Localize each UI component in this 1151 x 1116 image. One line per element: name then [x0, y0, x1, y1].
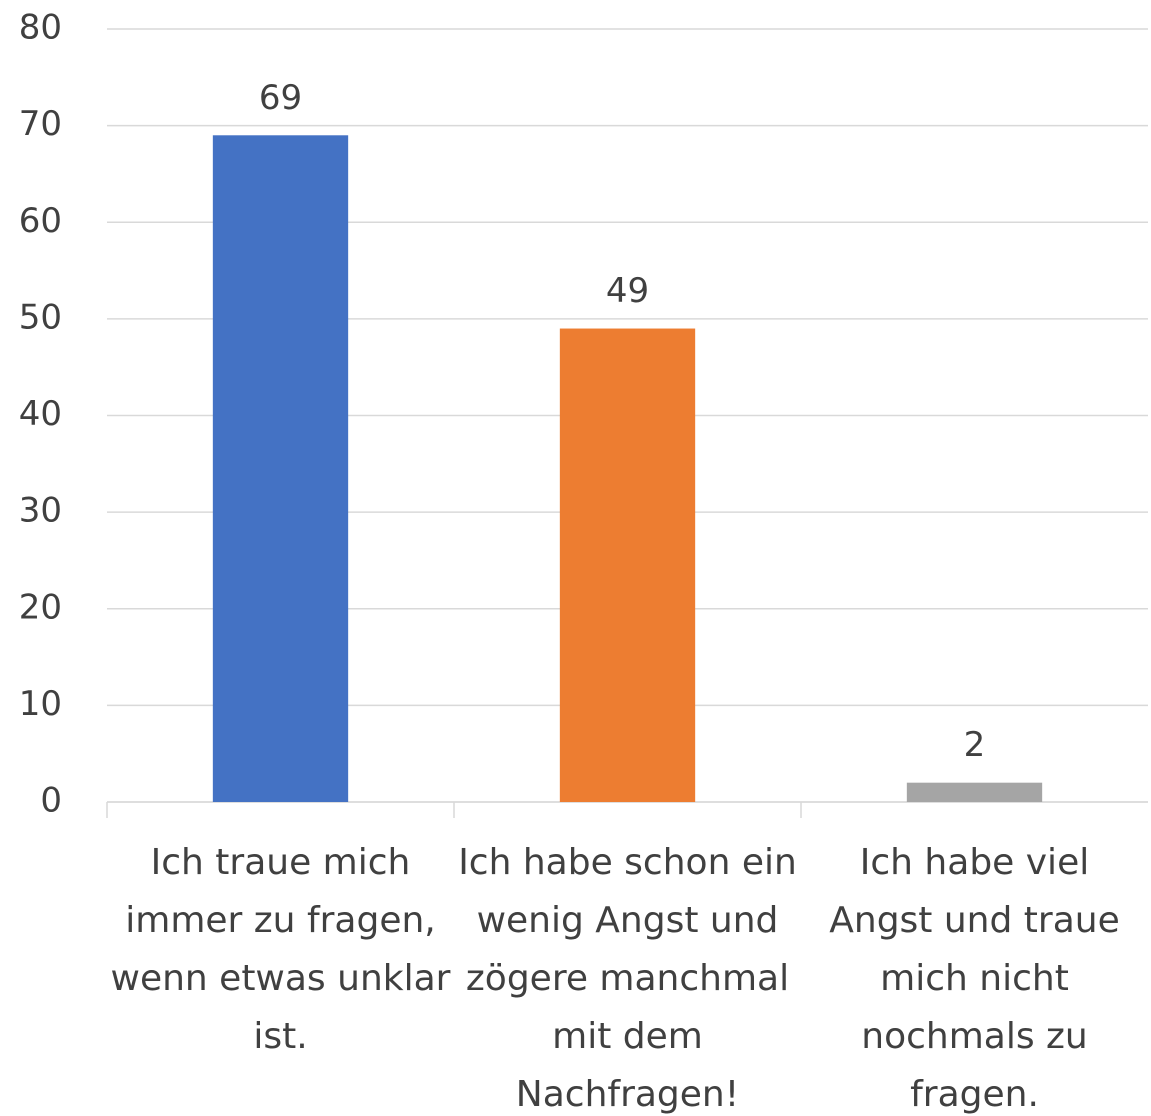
x-tick-label: Ich habe schon ein wenig Angst und zöger… [458, 842, 797, 1115]
y-tick-label: 50 [19, 297, 62, 337]
y-tick-label: 70 [19, 104, 62, 144]
value-label: 2 [964, 725, 986, 765]
value-label: 69 [259, 78, 302, 118]
y-tick-label: 0 [40, 781, 62, 821]
bar [906, 782, 1043, 802]
value-label: 49 [606, 271, 649, 311]
x-tick-label: Ich habe viel Angst und traue mich nicht… [829, 842, 1120, 1115]
bar [212, 135, 349, 803]
bar [559, 328, 696, 802]
y-tick-label: 60 [19, 201, 62, 241]
y-tick-label: 80 [19, 8, 62, 48]
y-tick-label: 20 [19, 587, 62, 627]
y-tick-label: 10 [19, 684, 62, 724]
x-tick-label: Ich traue mich immer zu fragen, wenn etw… [110, 842, 451, 1057]
y-tick-label: 30 [19, 491, 62, 531]
y-tick-label: 40 [19, 394, 62, 434]
